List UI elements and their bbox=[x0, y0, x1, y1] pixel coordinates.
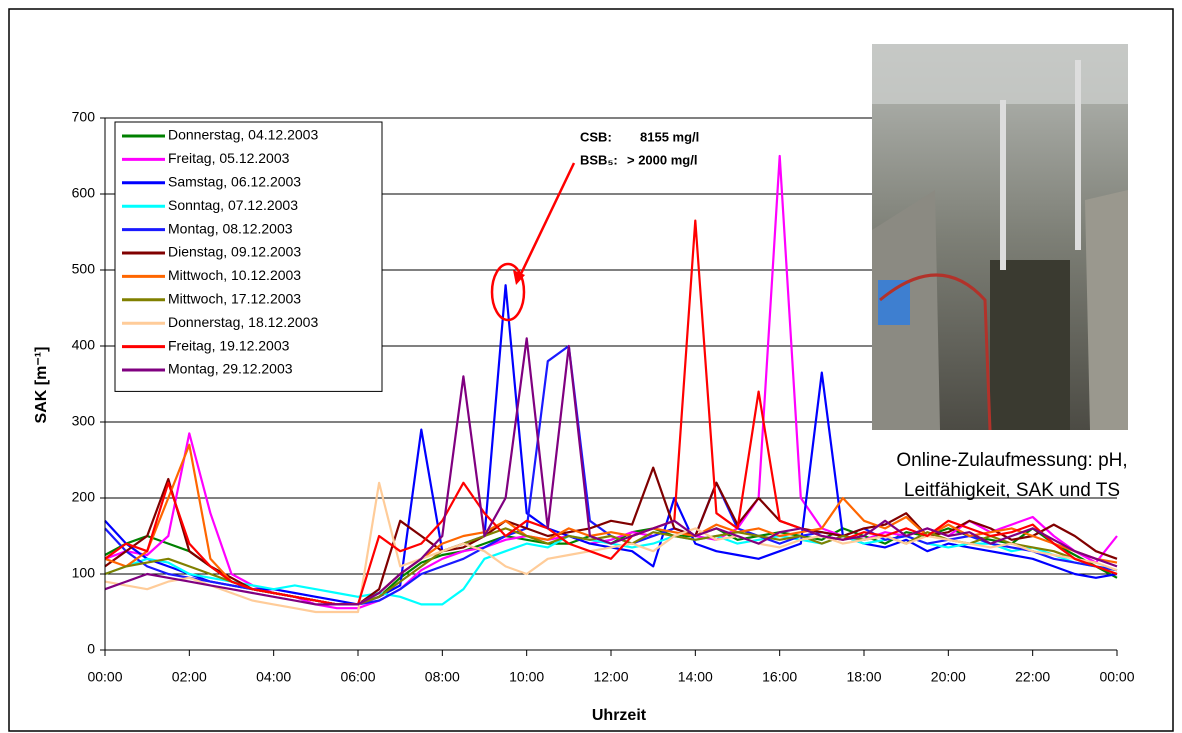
photo-probe bbox=[1075, 60, 1081, 250]
y-tick-label: 100 bbox=[72, 565, 96, 581]
x-tick-label: 02:00 bbox=[172, 669, 207, 685]
x-tick-label: 06:00 bbox=[340, 669, 375, 685]
photo-caption: Online-Zulaufmessung: pH, bbox=[896, 450, 1127, 471]
page: 0 100 200 300 400 500 600 700 00:00 02:00 04:00 06:… bbox=[0, 0, 1182, 733]
photo-caption: Leitfähigkeit, SAK und TS bbox=[904, 480, 1120, 501]
y-tick-label: 300 bbox=[72, 413, 96, 429]
photo-probe bbox=[1000, 100, 1006, 270]
x-tick-label: 18:00 bbox=[846, 669, 881, 685]
y-axis-label: SAK [m⁻¹] bbox=[33, 347, 50, 424]
y-tick-label: 200 bbox=[72, 489, 96, 505]
x-tick-label: 00:00 bbox=[1099, 669, 1134, 685]
x-axis-label: Uhrzeit bbox=[592, 707, 647, 724]
x-tick-label: 08:00 bbox=[425, 669, 460, 685]
legend-label: Donnerstag, 18.12.2003 bbox=[168, 314, 318, 330]
legend-label: Freitag, 05.12.2003 bbox=[168, 150, 290, 166]
y-tick-label: 600 bbox=[72, 185, 96, 201]
legend-label: Mittwoch, 17.12.2003 bbox=[168, 291, 301, 307]
x-tick-label: 16:00 bbox=[762, 669, 797, 685]
photo-channel bbox=[990, 260, 1070, 430]
legend-label: Donnerstag, 04.12.2003 bbox=[168, 127, 318, 143]
y-tick-label: 700 bbox=[72, 109, 96, 125]
annotation-label: BSB₅: bbox=[580, 152, 618, 167]
chart: 0 100 200 300 400 500 600 700 00:00 02:00 04:00 06:… bbox=[0, 0, 1182, 733]
x-tick-label: 12:00 bbox=[593, 669, 628, 685]
legend-label: Mittwoch, 10.12.2003 bbox=[168, 267, 301, 283]
x-tick-label: 10:00 bbox=[509, 669, 544, 685]
y-tick-label: 400 bbox=[72, 337, 96, 353]
legend-label: Samstag, 06.12.2003 bbox=[168, 174, 301, 190]
annotation-label: CSB: bbox=[580, 129, 612, 144]
annotation-value: 8155 mg/l bbox=[640, 129, 699, 144]
x-tick-label: 20:00 bbox=[931, 669, 966, 685]
legend-label: Freitag, 19.12.2003 bbox=[168, 337, 290, 353]
legend-label: Montag, 29.12.2003 bbox=[168, 361, 293, 377]
photo-grate bbox=[872, 44, 1128, 104]
annotation-value: > 2000 mg/l bbox=[627, 152, 697, 167]
photo-bucket bbox=[878, 280, 910, 325]
x-tick-label: 04:00 bbox=[256, 669, 291, 685]
legend-label: Dienstag, 09.12.2003 bbox=[168, 244, 301, 260]
photo-wall bbox=[1085, 190, 1128, 430]
x-tick-label: 00:00 bbox=[87, 669, 122, 685]
photo bbox=[872, 44, 1128, 430]
legend-label: Sonntag, 07.12.2003 bbox=[168, 197, 298, 213]
legend-label: Montag, 08.12.2003 bbox=[168, 220, 293, 236]
y-tick-label: 500 bbox=[72, 261, 96, 277]
x-tick-label: 22:00 bbox=[1015, 669, 1050, 685]
y-tick-label: 0 bbox=[87, 641, 95, 657]
legend: Donnerstag, 04.12.2003 Freitag, 05.12.200… bbox=[115, 122, 382, 391]
x-tick-label: 14:00 bbox=[678, 669, 713, 685]
